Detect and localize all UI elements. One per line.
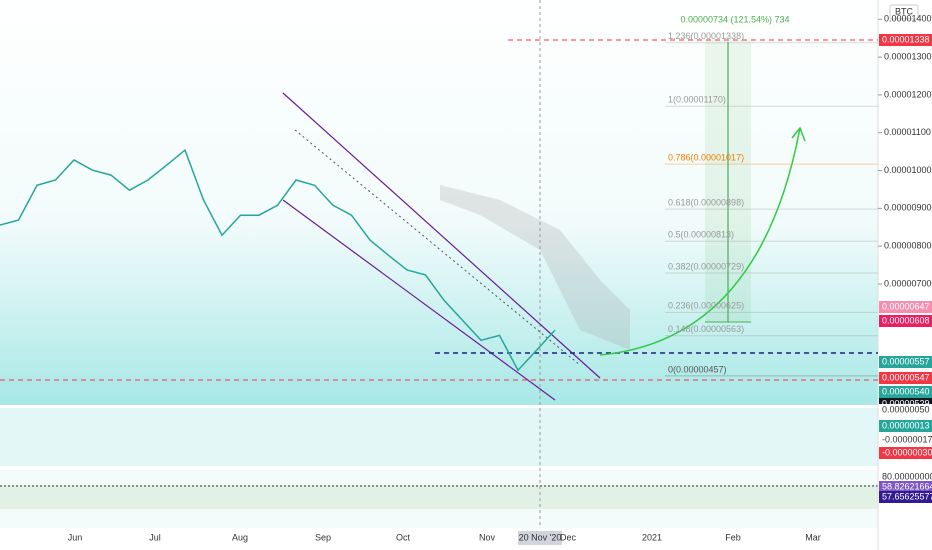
x-tick-label: Feb	[725, 532, 741, 542]
price-tag-label: 0.00000540	[882, 386, 930, 396]
fib-label: 0.786(0.00001017)	[668, 152, 744, 162]
rsi-tag-label: 80.00000000	[882, 471, 932, 481]
x-tick-label: Dec	[560, 532, 577, 542]
fib-label: 0.148(0.00000563)	[668, 324, 744, 334]
fib-label: 0(0.00000457)	[668, 364, 727, 374]
x-tick-label: Sep	[315, 532, 331, 542]
y-tick-label: 0.00001200	[884, 89, 932, 99]
x-highlight	[518, 531, 562, 545]
rsi-band	[0, 485, 878, 509]
price-tag-label: 0.00000647	[882, 301, 930, 311]
price-tag-label: 0.00000529	[882, 398, 930, 408]
rsi-tag	[879, 481, 932, 493]
x-tick-label: Mar	[805, 532, 821, 542]
macd-tag	[879, 447, 932, 459]
x-tick-label: 2021	[642, 532, 662, 542]
x-tick-label: 20 Nov '20	[519, 532, 562, 542]
y-tick-label: 0.00001300	[884, 51, 932, 61]
x-tick-label: Jul	[149, 532, 161, 542]
price-tag-label: 0.00000557	[882, 356, 930, 366]
symbol-label: BTC	[895, 6, 914, 16]
arrow-head	[791, 126, 806, 142]
fib-label: 0.236(0.00000625)	[668, 301, 744, 311]
price-tag	[879, 386, 932, 398]
channel-line	[282, 92, 601, 379]
macd-tag-label: -0.00000017	[882, 434, 932, 444]
channel-line	[282, 199, 556, 401]
price-tag	[879, 356, 932, 368]
price-tag	[879, 315, 932, 327]
cloud	[440, 185, 630, 350]
projection-arrow	[599, 127, 801, 356]
price-tag-label: 0.00000608	[882, 315, 930, 325]
rsi-tag	[879, 471, 932, 483]
x-tick-label: Nov	[479, 532, 496, 542]
price-line	[0, 148, 556, 372]
fib-label: 1(0.00001170)	[668, 95, 726, 105]
price-tag	[879, 34, 932, 46]
macd-tag-label: 0.00000013	[882, 420, 930, 430]
x-tick-label: Oct	[396, 532, 411, 542]
measure-label: 0.00000734 (121.54%) 734	[680, 14, 789, 24]
macd-pane	[0, 408, 878, 466]
macd-tag	[879, 404, 932, 416]
fib-label: 0.618(0.00000898)	[668, 197, 744, 207]
y-tick-label: 0.00001100	[884, 127, 931, 137]
x-tick-label: Jun	[68, 532, 83, 542]
price-tag-label: 0.00000547	[882, 372, 930, 382]
y-tick-label: 0.00000800	[884, 241, 932, 251]
y-tick-label: 0.00000700	[884, 278, 932, 288]
price-tag-label: 0.00001338	[882, 34, 930, 44]
y-tick-label: 0.00000900	[884, 203, 932, 213]
x-tick-label: Aug	[232, 532, 248, 542]
macd-tag-label: 0.00000050	[882, 404, 930, 414]
price-tag	[879, 301, 932, 313]
fib-label: 1.236(0.00001338)	[668, 31, 744, 41]
fib-label: 0.382(0.00000729)	[668, 261, 744, 271]
symbol-box	[889, 4, 919, 20]
channel-line	[294, 129, 581, 366]
macd-tag	[879, 434, 932, 446]
rsi-tag-label: 57.65625577	[882, 491, 932, 501]
fib-label: 0.5(0.00000813)	[668, 230, 734, 240]
macd-tag	[879, 420, 932, 432]
price-tag	[879, 372, 932, 384]
y-tick-label: 0.00001400	[884, 14, 932, 24]
rsi-tag	[879, 491, 932, 503]
main-pane	[0, 0, 878, 405]
rsi-tag-label: 58.82621664	[882, 481, 932, 491]
macd-tag-label: -0.00000030	[882, 447, 932, 457]
y-tick-label: 0.00001000	[884, 165, 932, 175]
